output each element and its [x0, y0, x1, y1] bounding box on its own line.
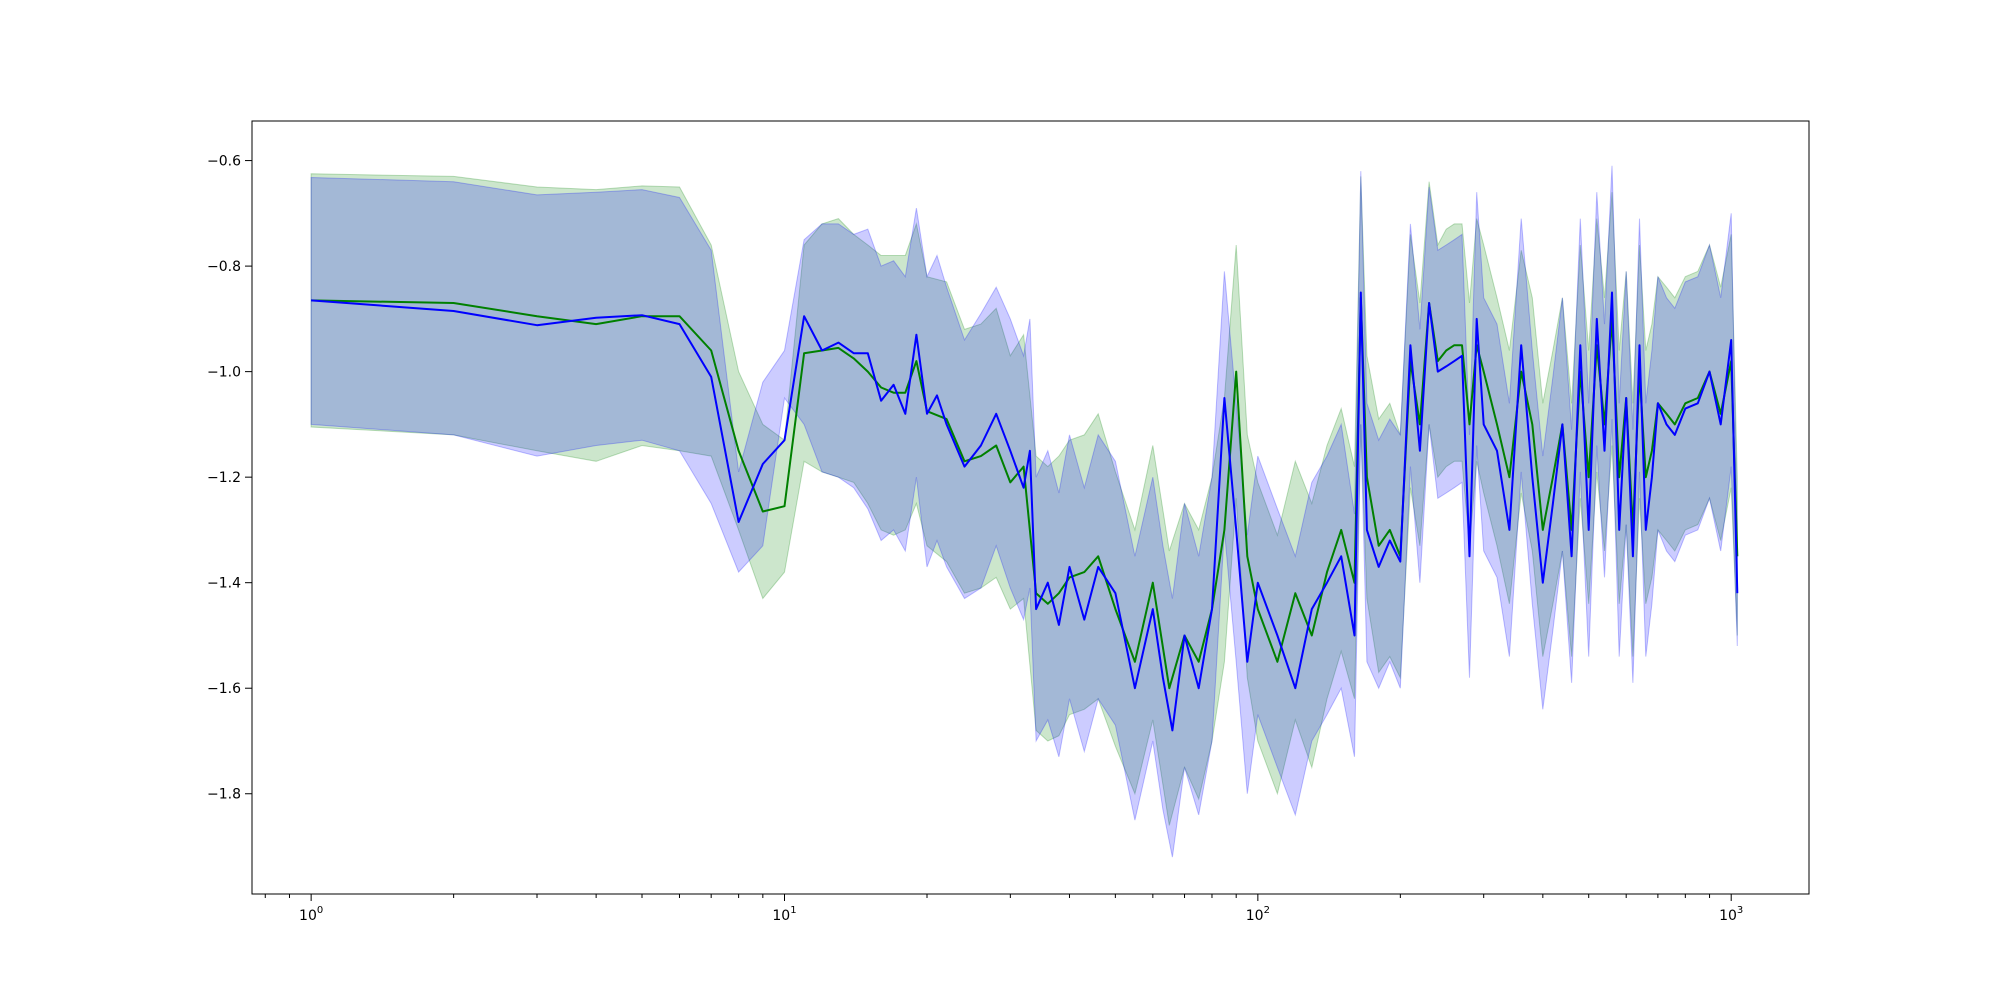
y-axis: −0.6 −0.8 −1.0 −1.2 −1.4 −1.6 −1.8 [207, 154, 252, 803]
x-tick-label: 100 [299, 905, 323, 924]
x-tick-label: 103 [1719, 905, 1743, 924]
x-tick-label: 102 [1246, 905, 1270, 924]
y-tick-label: −0.6 [207, 154, 241, 170]
series-2-line [311, 291, 1739, 732]
plot-frame [251, 120, 1810, 895]
confidence-bands [310, 165, 1738, 858]
y-tick-label: −1.0 [207, 365, 241, 381]
series-2-band [310, 165, 1738, 858]
y-tick-label: −0.8 [207, 259, 241, 275]
y-tick-label: −1.2 [207, 470, 241, 486]
x-axis: 100 101 102 103 [264, 894, 1743, 924]
x-tick-label: 101 [772, 905, 796, 924]
y-tick-label: −1.6 [207, 681, 241, 697]
y-tick-label: −1.8 [207, 787, 241, 803]
series-lines [311, 291, 1739, 732]
series-1-band [310, 173, 1738, 826]
y-tick-label: −1.4 [207, 576, 241, 592]
